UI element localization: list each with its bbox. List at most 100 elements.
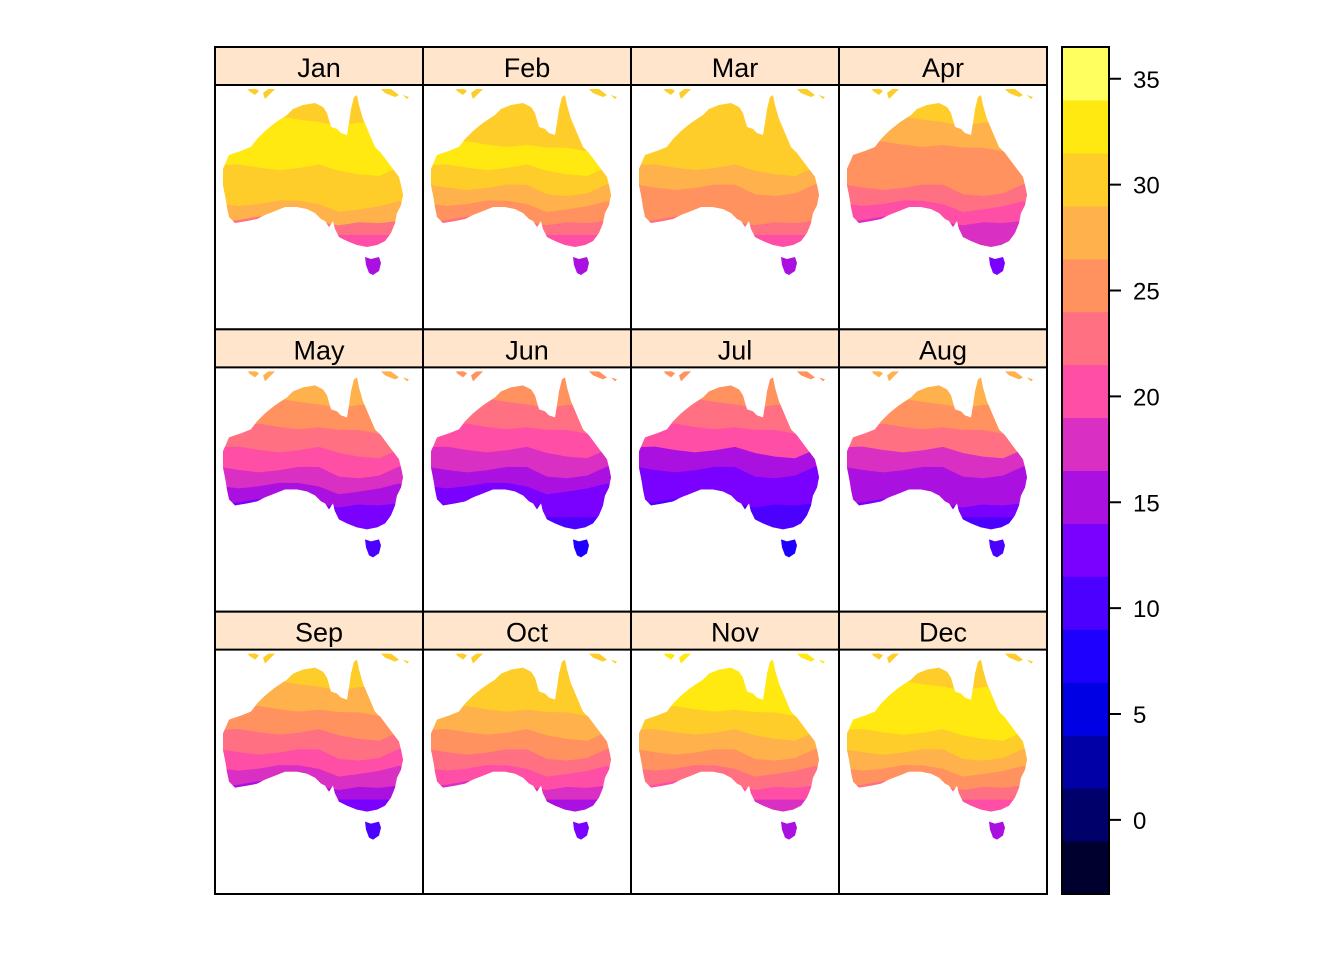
panel-dec: Dec [838,610,1048,896]
temperature-band [639,141,825,177]
temperature-band [639,799,825,812]
temperature-band [431,781,617,810]
strip-background [839,47,1047,85]
colorbar-band [1062,47,1109,101]
strip-background [631,611,839,650]
colorbar: 35 30 25 20 15 10 5 0 [1061,46,1160,895]
australia-map [847,89,1033,247]
colorbar-border [1061,46,1110,895]
australia-map [639,653,825,812]
strip-label: Aug [919,335,967,365]
temperature-band [223,517,409,530]
temperature-band [847,498,1033,528]
tasmania [989,821,1005,840]
temperature-band [847,141,1033,177]
strip-background [423,47,631,85]
colorbar-band [1062,841,1109,895]
tasmania [781,257,797,275]
temperature-band [847,781,1033,810]
panel-sep: Sep [214,610,424,896]
temperature-band [431,423,617,460]
temperature-band [223,141,409,177]
tasmania [365,821,381,840]
australia-map [639,89,825,247]
tasmania [573,539,589,558]
strip-background [839,611,1047,650]
colorbar-band [1062,205,1109,260]
temperature-band [223,799,409,812]
temperature-band [431,706,617,742]
colorbar-tick-label: 20 [1133,384,1160,411]
strip-label: Sep [295,618,343,648]
temperature-band [431,517,617,530]
colorbar-band [1062,523,1109,577]
colorbar-tick-label: 5 [1133,702,1146,729]
colorbar-band [1062,788,1109,842]
temperature-band [431,235,617,247]
temperature-band [847,799,1033,812]
tasmania [781,539,797,558]
colorbar-band [1062,258,1109,313]
tasmania [573,257,589,275]
panels-group: Jan Feb Mar Apr May Jun Jul Aug Sep Oct Nov Dec [214,46,1048,896]
temperature-band [223,235,409,247]
temperature-band [639,498,825,528]
colorbar-band [1062,576,1109,630]
colorbar-tick-label: 25 [1133,279,1160,306]
temperature-band [223,781,409,810]
strip-background [423,611,631,650]
colorbar-band [1062,682,1109,736]
tasmania [989,539,1005,558]
panel-aug: Aug [838,328,1048,613]
temperature-band [639,216,825,245]
tasmania [365,539,381,558]
colorbar-band [1062,152,1109,207]
strip-label: Jun [505,335,549,365]
temperature-band [847,706,1033,742]
australia-map [639,371,825,530]
temperature-band [223,423,409,460]
panel-jun: Jun [422,328,632,613]
temperature-band [223,706,409,742]
strip-label: Feb [504,53,551,83]
temperature-band [847,517,1033,530]
strip-background [215,47,423,85]
temperature-band [639,781,825,810]
temperature-band [431,498,617,528]
australia-map [431,371,617,530]
colorbar-tick-label: 15 [1133,490,1160,517]
strip-background [631,47,839,85]
colorbar-band [1062,311,1109,366]
strip-label: Nov [711,618,760,648]
panel-jul: Jul [630,328,840,613]
australia-map [847,653,1033,812]
panel-mar: Mar [630,46,840,331]
temperature-band [431,141,617,177]
colorbar-tick-label: 35 [1133,67,1160,94]
panel-may: May [214,328,424,613]
strip-label: May [293,335,345,365]
colorbar-band [1062,735,1109,789]
panel-oct: Oct [422,610,632,896]
panel-border [838,610,1048,896]
temperature-band [847,216,1033,245]
australia-map [847,371,1033,530]
strip-label: Dec [919,618,967,648]
temperature-band [847,423,1033,460]
tasmania [989,257,1005,275]
temperature-band [639,423,825,460]
australia-map [431,89,617,247]
temperature-band [639,517,825,530]
colorbar-tick-label: 10 [1133,596,1160,623]
temperature-band [223,216,409,245]
strip-background [631,329,839,368]
strip-label: Jul [718,335,753,365]
australia-map [431,653,617,812]
strip-label: Mar [712,53,759,83]
temperature-band [431,799,617,812]
tasmania [781,821,797,840]
colorbar-band [1062,99,1109,154]
colorbar-tick-label: 30 [1133,173,1160,200]
panel-jan: Jan [214,46,424,331]
